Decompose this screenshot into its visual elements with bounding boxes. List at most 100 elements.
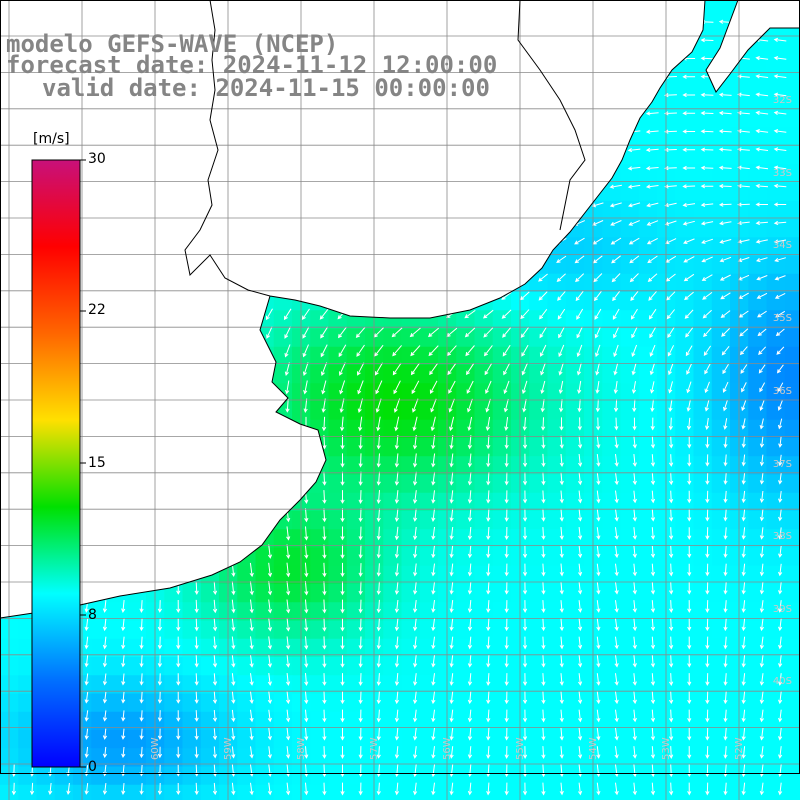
wind-arrow bbox=[303, 380, 308, 395]
wind-arrow bbox=[687, 454, 692, 467]
wind-arrow bbox=[467, 563, 473, 577]
wind-arrow bbox=[755, 183, 769, 189]
wind-arrow bbox=[121, 710, 126, 722]
wind-arrow bbox=[632, 600, 637, 613]
wind-arrow bbox=[595, 417, 601, 431]
wind-arrow bbox=[486, 526, 491, 541]
wind-arrow bbox=[577, 673, 583, 686]
wind-arrow bbox=[302, 362, 309, 376]
wind-arrow bbox=[577, 472, 583, 486]
wind-arrow bbox=[596, 727, 601, 741]
wind-arrow bbox=[139, 673, 144, 686]
wind-arrow bbox=[304, 654, 309, 668]
wind-arrow bbox=[84, 728, 89, 740]
wind-arrow bbox=[683, 273, 695, 282]
wind-arrow bbox=[286, 526, 291, 541]
wind-arrow bbox=[719, 256, 732, 263]
lat-label-39s: 39S bbox=[772, 604, 792, 615]
wind-arrow bbox=[267, 599, 273, 614]
wind-arrow bbox=[429, 362, 439, 376]
wind-arrow bbox=[687, 673, 692, 686]
wind-arrow bbox=[322, 782, 327, 796]
wind-arrow bbox=[504, 508, 509, 522]
wind-arrow bbox=[596, 490, 601, 504]
wind-arrow bbox=[486, 490, 491, 504]
wind-arrow bbox=[575, 290, 584, 302]
wind-arrow bbox=[559, 453, 564, 468]
wind-arrow bbox=[723, 508, 728, 522]
wind-arrow bbox=[304, 526, 309, 541]
wind-arrow bbox=[668, 764, 674, 778]
wind-arrow bbox=[541, 527, 546, 540]
lat-label-36s: 36S bbox=[772, 386, 792, 397]
wind-arrow bbox=[559, 746, 564, 759]
wind-arrow bbox=[773, 183, 787, 189]
wind-arrow bbox=[394, 453, 400, 468]
wind-arrow bbox=[704, 381, 710, 394]
wind-arrow bbox=[596, 472, 601, 486]
wind-arrow bbox=[557, 291, 566, 301]
wind-arrow bbox=[686, 417, 692, 431]
wind-arrow bbox=[157, 600, 163, 613]
wind-arrow bbox=[632, 527, 637, 540]
wind-arrow bbox=[540, 380, 546, 395]
wind-arrow bbox=[302, 326, 310, 339]
wind-arrow bbox=[486, 636, 491, 650]
wind-arrow bbox=[577, 746, 583, 759]
wind-arrow bbox=[778, 746, 783, 759]
wind-arrow bbox=[139, 783, 144, 795]
wind-arrow bbox=[176, 691, 181, 704]
wind-arrow bbox=[741, 600, 746, 613]
wind-arrow bbox=[304, 782, 309, 796]
coastline-path bbox=[0, 0, 800, 619]
wind-arrow bbox=[84, 600, 89, 613]
wind-arrow bbox=[559, 727, 564, 741]
wind-arrow bbox=[741, 454, 746, 467]
wind-arrow bbox=[410, 362, 420, 376]
colorbar-tick-22: 22 bbox=[88, 302, 106, 318]
wind-arrow bbox=[410, 345, 421, 357]
wind-arrow bbox=[176, 654, 181, 668]
wind-arrow bbox=[539, 308, 548, 320]
wind-arrow bbox=[631, 344, 638, 357]
wind-arrow bbox=[778, 654, 783, 668]
wind-arrow bbox=[340, 544, 345, 559]
wind-arrow bbox=[322, 562, 327, 578]
wind-arrow bbox=[340, 673, 345, 686]
wind-arrow bbox=[723, 527, 728, 540]
wind-arrow bbox=[485, 416, 491, 432]
wind-arrow bbox=[650, 508, 656, 522]
wind-arrow bbox=[705, 727, 710, 741]
wind-arrow bbox=[102, 728, 108, 740]
wind-arrow bbox=[773, 37, 787, 42]
wind-arrow bbox=[449, 782, 454, 796]
wind-arrow bbox=[486, 727, 491, 741]
wind-arrow bbox=[121, 655, 126, 668]
wind-arrow bbox=[176, 636, 181, 650]
wind-arrow bbox=[449, 709, 454, 723]
wind-arrow bbox=[431, 727, 436, 741]
wind-arrow bbox=[687, 527, 692, 540]
wind-arrow bbox=[504, 782, 509, 796]
wind-arrow bbox=[723, 673, 728, 686]
lat-label-33s: 33S bbox=[772, 168, 792, 179]
wind-arrow bbox=[431, 691, 436, 705]
wind-arrow bbox=[249, 581, 254, 596]
wind-arrow bbox=[413, 508, 418, 522]
wind-arrow bbox=[522, 453, 528, 468]
wind-arrow bbox=[286, 508, 291, 523]
wind-arrow bbox=[503, 362, 511, 376]
wind-arrow bbox=[595, 399, 600, 413]
wind-arrow bbox=[577, 563, 583, 577]
wind-arrow bbox=[249, 782, 254, 796]
wind-arrow bbox=[139, 746, 144, 759]
wind-arrow bbox=[540, 399, 545, 413]
wind-arrow bbox=[176, 599, 181, 614]
wind-arrow bbox=[577, 380, 582, 395]
wind-arrow bbox=[413, 782, 418, 796]
wind-arrow bbox=[700, 129, 714, 134]
wind-arrow bbox=[614, 782, 619, 796]
wind-arrow bbox=[595, 381, 600, 394]
wind-arrow bbox=[486, 508, 491, 522]
